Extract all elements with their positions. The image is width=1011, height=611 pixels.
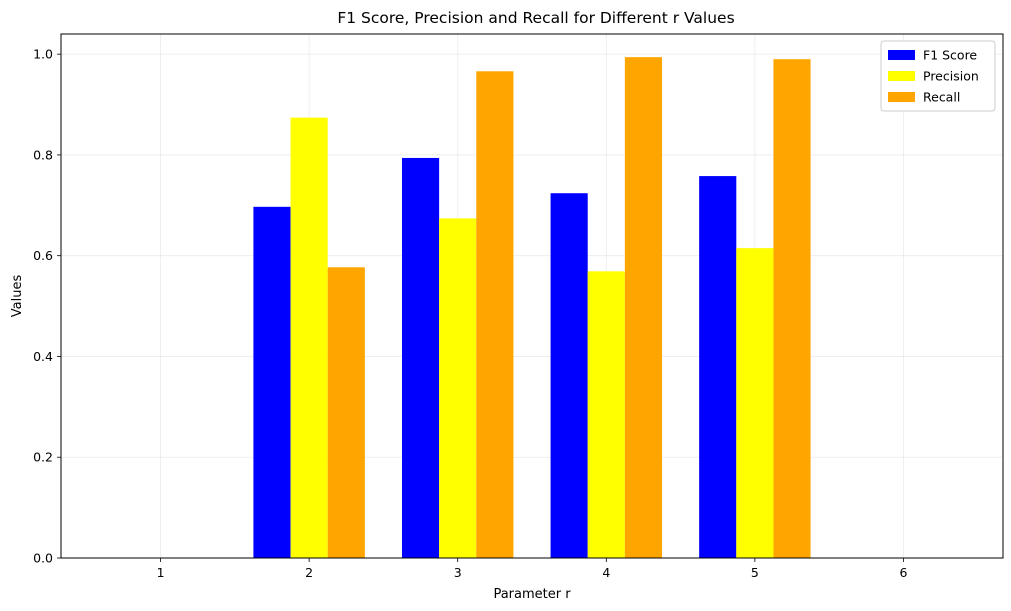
bar-precision-r5 <box>736 248 774 558</box>
bar-precision-r3 <box>439 218 477 558</box>
legend-swatch-precision <box>888 71 915 81</box>
x-tick-label: 3 <box>454 565 462 580</box>
y-tick-label: 0.2 <box>33 450 53 465</box>
bar-recall-r5 <box>773 59 811 558</box>
legend-swatch-recall <box>888 92 915 102</box>
x-tick-label: 2 <box>305 565 313 580</box>
legend-label-precision: Precision <box>923 69 979 84</box>
x-tick-label: 4 <box>602 565 610 580</box>
y-tick-label: 0.4 <box>33 349 53 364</box>
plot-frame <box>60 33 1004 559</box>
x-tick-label: 1 <box>157 565 165 580</box>
bar-recall-r3 <box>476 71 514 559</box>
y-axis-label: Values <box>10 275 25 318</box>
legend-label-f1-score: F1 Score <box>923 48 977 63</box>
bar-precision-r2 <box>290 117 328 558</box>
legend-swatch-f1-score <box>888 50 915 60</box>
y-tick-label: 0.6 <box>33 248 53 263</box>
bar-f1-score-r2 <box>253 206 291 559</box>
legend: F1 Score Precision Recall <box>880 40 996 112</box>
grid <box>61 34 1003 559</box>
y-tick-label: 0.0 <box>33 551 53 566</box>
bar-f1-score-r4 <box>550 193 588 558</box>
bar-f1-score-r3 <box>401 157 440 558</box>
axes-ticks: 1 2 3 4 5 6 0.0 0.2 0.4 0.6 0.8 1.0 <box>33 47 907 580</box>
legend-label-recall: Recall <box>923 90 960 105</box>
x-axis-label: Parameter r <box>493 587 571 602</box>
bar-recall-r2 <box>327 267 365 558</box>
x-tick-label: 6 <box>899 565 907 580</box>
bar-precision-r4 <box>587 271 625 558</box>
chart-title: F1 Score, Precision and Recall for Diffe… <box>337 9 734 27</box>
bars <box>253 57 811 559</box>
x-tick-label: 5 <box>751 565 759 580</box>
y-tick-label: 0.8 <box>33 147 53 162</box>
y-tick-label: 1.0 <box>33 47 53 62</box>
bar-recall-r4 <box>624 57 663 559</box>
bar-f1-score-r5 <box>699 176 737 559</box>
